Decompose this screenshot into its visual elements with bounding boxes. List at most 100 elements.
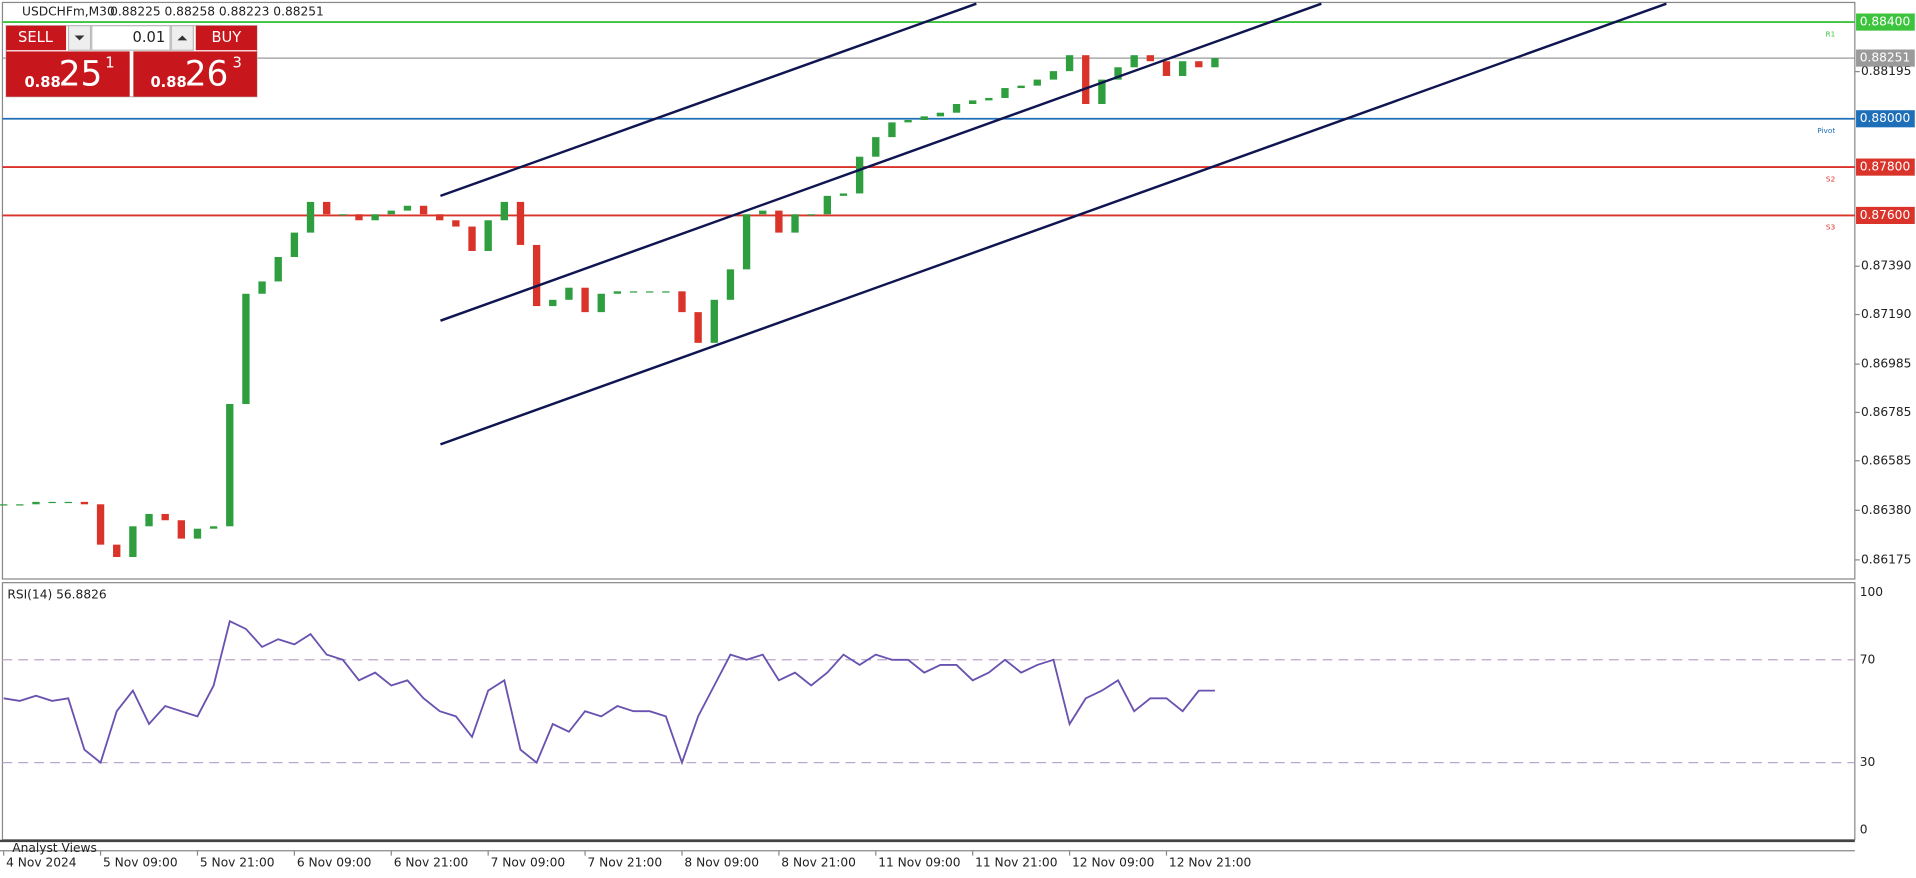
candle [290,232,299,258]
candle [678,291,686,313]
level-tag: R1 [1825,29,1835,38]
candle [500,201,508,221]
candle [355,214,363,221]
time-label: 4 Nov 2024 [6,855,77,869]
candle [662,291,670,293]
candle [1049,71,1058,80]
quote: 0.88225 0.88258 0.88223 0.88251 [110,5,324,19]
candle [629,291,638,293]
candle [193,528,202,539]
candle [436,214,444,221]
candle [1211,58,1219,68]
time-label: 12 Nov 09:00 [1072,855,1154,869]
price-tick-label: 0.87190 [1861,307,1912,321]
candle [985,97,993,101]
candle [371,214,379,221]
candle [936,112,945,117]
candle [516,201,525,245]
level-tag: S2 [1826,174,1835,183]
candle [952,104,961,113]
time-label: 6 Nov 09:00 [297,855,372,869]
candle [419,205,428,215]
candle [16,504,24,506]
rsi-panel [1,582,1856,841]
candle [323,201,331,215]
time-label: 8 Nov 09:00 [684,855,759,869]
price-tick-label: 0.86175 [1861,552,1912,566]
candle [161,513,169,521]
sell-button[interactable] [6,25,67,51]
candle [597,293,605,313]
price-tick-label: 0.87390 [1861,259,1912,273]
rsi-tick-label: 0 [1860,822,1868,836]
candle [1146,55,1155,62]
candle [823,195,832,215]
candle [1130,55,1138,68]
candle [209,526,218,529]
level-tag-bg [1856,49,1915,67]
time-label: 5 Nov 21:00 [200,855,275,869]
ask-box[interactable] [133,51,257,97]
level-tag-bg [1856,158,1915,176]
bid-box[interactable] [6,51,130,97]
candle [839,193,848,196]
candle [581,287,589,313]
level-price: 0.88251 [1860,51,1911,65]
buy-button[interactable] [195,25,257,51]
candle [339,214,347,216]
time-label: 7 Nov 21:00 [588,855,663,869]
bid-sup: 1 [105,55,114,72]
symbol: USDCHFm,M30 [22,5,115,19]
candle [872,137,880,157]
time-label: 7 Nov 09:00 [491,855,566,869]
candle [145,513,153,527]
channel-line [440,2,1667,446]
price-panel [1,1,1856,580]
bid-main: 25 [59,54,103,94]
candle [387,210,395,215]
candle [226,403,234,527]
candle [807,214,815,216]
candle [1033,79,1041,86]
candle [920,116,928,120]
level-price: 0.87800 [1860,160,1911,174]
channel [440,2,1667,446]
time-label: 8 Nov 21:00 [781,855,856,869]
candle [1195,61,1203,68]
arrow-up [177,35,188,41]
lot-input[interactable] [91,25,171,51]
candle [32,501,40,505]
buy-label: BUY [211,29,241,46]
trade-panel: SELL 0.01 BUY 0.88 25 1 0.88 26 3 [5,25,258,98]
level-price: 0.87600 [1860,208,1911,222]
candle [96,504,105,545]
candle [80,501,89,505]
candle [177,520,185,539]
candle [646,291,654,293]
rsi-tick-label: 30 [1860,755,1876,769]
price-tick-label: 0.86585 [1861,453,1912,467]
candle [742,214,751,270]
candle [1082,55,1090,105]
candle [64,501,72,504]
sell-label: SELL [18,29,54,46]
ask-sup: 3 [232,55,241,72]
candle [452,220,460,227]
candle [888,122,896,138]
candle [1162,61,1171,76]
candle [1001,88,1009,98]
ask-big: 0.88 [150,74,186,91]
price-tick-label: 0.86785 [1861,405,1912,419]
candle [403,205,412,211]
arrow-down [74,35,85,41]
time-label: 12 Nov 21:00 [1169,855,1251,869]
candle [258,281,266,294]
level-tag-bg [1856,206,1915,225]
level-price: 0.88400 [1860,15,1911,29]
candle [1017,85,1025,89]
candle [0,504,8,506]
candle [565,287,573,300]
channel-line [440,2,1322,322]
ask-main: 26 [185,54,229,94]
